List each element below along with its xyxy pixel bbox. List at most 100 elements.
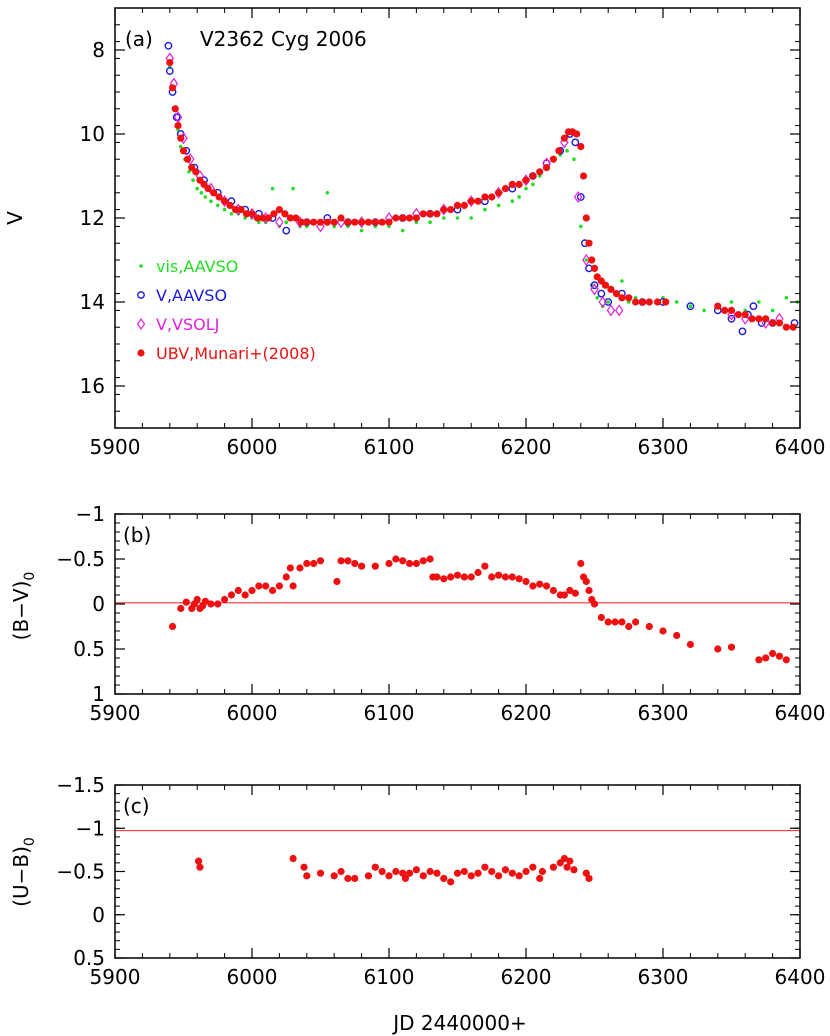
panel-a-point-s0-56	[606, 300, 610, 304]
panel-a-point-s3-93	[741, 311, 749, 319]
panel-c-point-s0-0	[194, 857, 203, 865]
panel-a-point-s0-51	[579, 224, 583, 229]
panel-c-point-s0-16	[401, 874, 410, 883]
panel-b-point-s0-44	[453, 571, 462, 579]
panel-a-point-s3-96	[762, 315, 770, 323]
panel-a-point-s1-37	[686, 302, 695, 311]
panel-a-point-s0-67	[729, 300, 734, 304]
panel-b-point-s0-13	[234, 586, 242, 595]
panel-a-point-s1-33	[604, 298, 613, 306]
panel-b-point-s0-77	[673, 631, 681, 640]
panel-b-point-s0-14	[241, 591, 249, 599]
panel-a-xtick-label-3: 6200	[501, 435, 552, 459]
panel-c-ytick-label-1: −1	[76, 816, 105, 840]
svg-text:(B−V)0: (B−V)0	[9, 572, 38, 641]
panel-b-point-s0-69	[597, 613, 605, 622]
panel-b-xtick-label-5: 6400	[775, 701, 826, 725]
legend-label-1: V,AAVSO	[156, 286, 227, 305]
panel-c-xtick-label-0: 5900	[90, 965, 141, 989]
panel-b-point-s0-31	[358, 562, 366, 570]
panel-a-point-s1-0	[164, 41, 173, 50]
panel-b-point-s0-54	[522, 577, 530, 586]
panel-b-point-s0-52	[508, 573, 516, 581]
panel-b: 5900 6000 6100 6200 6300 6400−1−0.500.51 (b) …	[9, 502, 825, 725]
panel-a-point-s3-3	[174, 122, 182, 130]
panel-c-xtick-label-5: 6400	[775, 965, 826, 989]
panel-b-point-s0-16	[255, 582, 263, 590]
panel-a-point-s3-71	[577, 143, 585, 151]
panel-c-point-s0-36	[536, 874, 544, 883]
panel-b-xtick-label-0: 5900	[90, 701, 141, 725]
panel-b-point-s0-53	[515, 575, 523, 583]
panel-b-point-s0-76	[659, 627, 667, 635]
panel-b-point-s0-0	[168, 622, 177, 631]
panel-c-point-s0-4	[303, 872, 311, 880]
panel-a-point-s3-28	[297, 218, 305, 226]
panel-c-point-s0-10	[364, 872, 373, 880]
panel-a-point-s3-75	[588, 256, 596, 264]
panel-a-point-s3-72	[579, 172, 588, 180]
legend-label-3: UBV,Munari+(2008)	[156, 344, 316, 363]
panel-a-point-s3-11	[204, 185, 212, 193]
panel-a-point-s0-44	[531, 182, 535, 187]
panel-c-point-s0-35	[529, 863, 537, 871]
panel-a-point-s3-95	[755, 315, 763, 323]
panel-a-point-s1-27	[571, 138, 580, 147]
legend-marker-1	[137, 291, 145, 299]
panel-b-point-s0-63	[577, 559, 585, 568]
panel-a-point-s1-13	[282, 226, 291, 235]
panel-b-point-s0-15	[248, 586, 256, 595]
panel-a-point-s2-24	[573, 190, 583, 204]
panel-a-point-s0-38	[469, 216, 474, 220]
panel-a-point-s0-39	[483, 207, 487, 212]
panel-a-point-s3-53	[467, 197, 475, 205]
panel-a-point-s3-12	[210, 189, 218, 197]
panel-a-point-s3-43	[399, 214, 407, 222]
panel-a-point-s3-32	[323, 218, 331, 226]
panel-b-point-s0-5	[193, 595, 201, 604]
panel-a-point-s3-33	[330, 218, 338, 226]
panel-c-point-s0-22	[440, 874, 448, 883]
panel-b-ytick-label-0: −1	[76, 502, 105, 526]
panel-c-point-s0-24	[453, 869, 462, 877]
panel-a-point-s3-99	[782, 323, 790, 331]
panel-a-point-s3-92	[734, 311, 742, 319]
panel-b-point-s0-10	[214, 600, 222, 608]
panel-a-point-s3-15	[226, 201, 234, 209]
panel-a-point-s3-42	[392, 214, 400, 222]
panel-b-point-s0-38	[419, 557, 427, 565]
panel-a-point-s0-54	[595, 296, 600, 300]
panel-c-point-s0-11	[371, 863, 379, 871]
panel-a-point-s3-30	[310, 218, 318, 226]
panel-a-point-s0-27	[325, 191, 330, 195]
panel-a-point-s3-49	[440, 206, 448, 214]
legend-marker-0	[139, 264, 143, 268]
panel-a-xtick-label-4: 6300	[638, 435, 689, 459]
panel-a-point-s0-36	[442, 216, 446, 220]
panel-a-axes: 5900 6000 6100 6200 6300 6400 8 10 12 14 16	[80, 7, 825, 459]
panel-a-point-s3-64	[542, 164, 551, 172]
panel-a-point-s3-48	[433, 210, 441, 218]
panel-b-ytick-label-1: −0.5	[56, 547, 105, 571]
panel-b-point-s0-37	[412, 559, 420, 568]
panel-c-point-s0-40	[560, 854, 568, 863]
panel-c-point-s0-37	[538, 867, 547, 876]
panel-b-point-s0-81	[755, 656, 763, 664]
panel-a-point-s0-64	[688, 304, 693, 309]
panel-a-point-s3-89	[714, 302, 722, 310]
panel-c-point-s0-45	[585, 874, 593, 883]
panel-c-xtick-label-2: 6100	[364, 965, 415, 989]
panel-b-point-s0-19	[275, 582, 283, 590]
panel-b-point-s0-85	[782, 656, 790, 664]
panel-b-xtick-label-4: 6300	[638, 701, 689, 725]
panel-a-point-s0-22	[284, 220, 289, 224]
panel-b-ytick-label-3: 0.5	[73, 637, 105, 661]
panel-b-points	[168, 555, 790, 664]
panel-c-point-s0-32	[508, 869, 516, 877]
panel-c-axes: 5900 6000 6100 6200 6300 6400 −1.5 −1 −0.5 0 0.5	[56, 773, 825, 989]
panel-b-refline	[115, 602, 800, 604]
panel-b-ylabel-main: (B−V)	[9, 581, 33, 641]
panel-c-point-s0-7	[337, 867, 345, 876]
panel-b-point-s0-17	[262, 582, 270, 590]
